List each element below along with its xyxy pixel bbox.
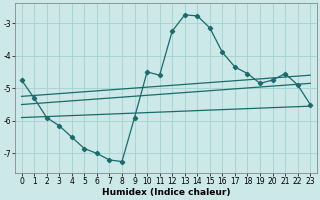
X-axis label: Humidex (Indice chaleur): Humidex (Indice chaleur): [102, 188, 230, 197]
